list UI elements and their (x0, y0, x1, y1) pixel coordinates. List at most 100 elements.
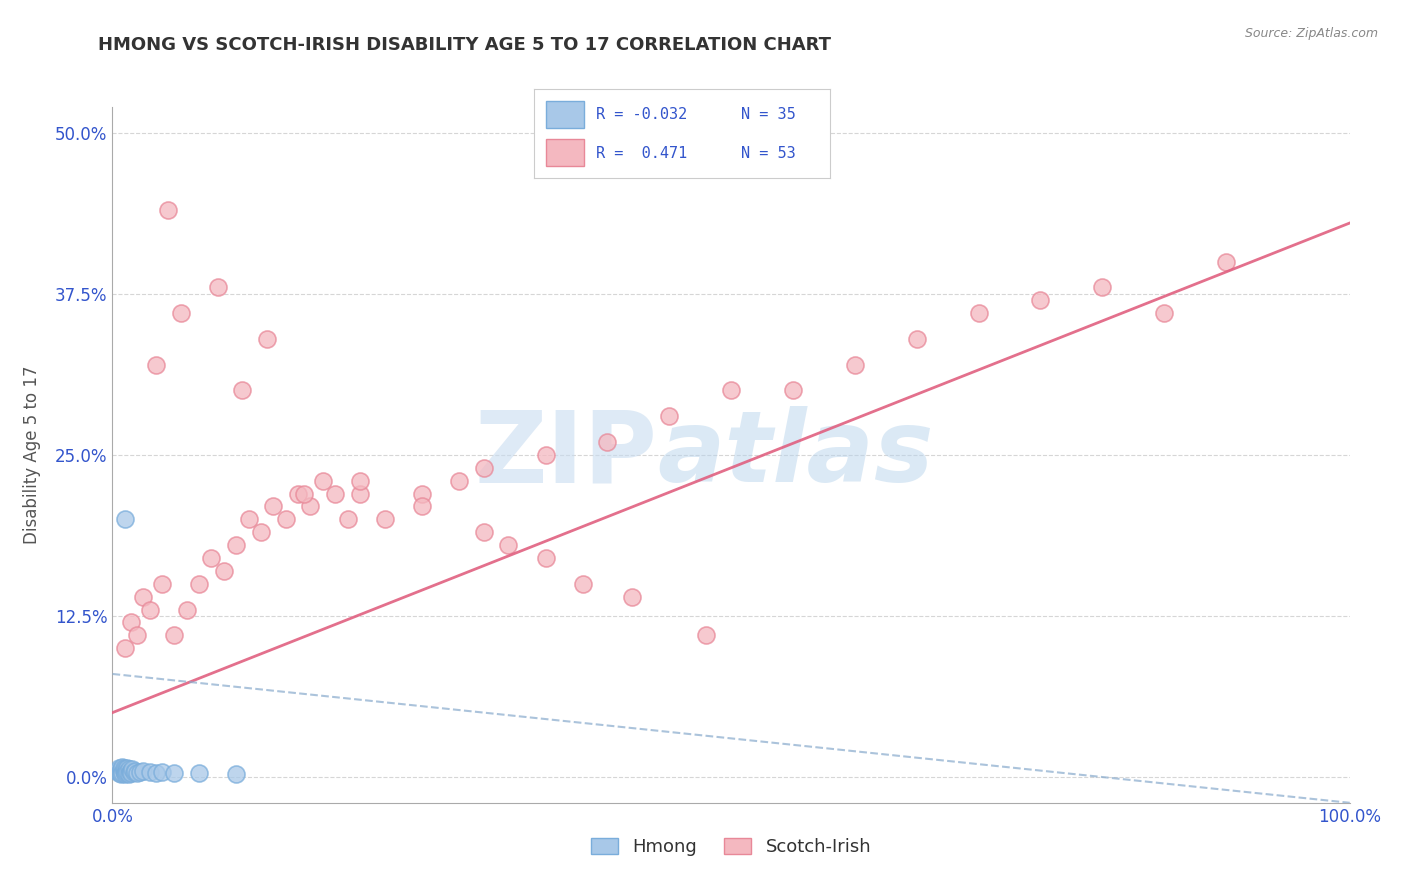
Point (844, 358, 866, 372)
Point (150, 576, 173, 591)
Point (658, 409, 681, 424)
Point (111, 760, 134, 774)
Point (1091, 280, 1114, 294)
Point (138, 764, 160, 779)
Point (115, 766, 138, 780)
Point (117, 761, 139, 775)
Point (163, 628, 186, 642)
Point (108, 764, 131, 779)
Point (374, 512, 396, 526)
Text: atlas: atlas (657, 407, 934, 503)
Point (231, 384, 253, 398)
Text: N = 35: N = 35 (741, 107, 796, 121)
Point (107, 761, 129, 775)
Point (695, 628, 717, 642)
Legend: Hmong, Scotch-Irish: Hmong, Scotch-Irish (583, 830, 879, 863)
Point (411, 486, 433, 500)
Text: N = 53: N = 53 (741, 146, 796, 161)
Point (120, 764, 142, 778)
Point (225, 767, 247, 781)
Text: R = -0.032: R = -0.032 (596, 107, 688, 121)
Point (121, 762, 143, 776)
Point (188, 576, 211, 591)
Point (122, 764, 145, 779)
Point (1029, 293, 1052, 308)
Point (287, 486, 309, 500)
Point (124, 764, 146, 778)
Bar (546, 101, 585, 128)
Point (150, 764, 173, 779)
Point (120, 766, 142, 780)
Point (905, 332, 928, 346)
Point (312, 474, 335, 488)
Point (207, 280, 229, 294)
Text: ZIP: ZIP (474, 407, 657, 503)
Point (157, 203, 180, 218)
Point (112, 761, 135, 775)
Point (117, 764, 139, 779)
Point (110, 762, 132, 776)
Point (117, 767, 139, 781)
Point (534, 551, 557, 566)
Point (571, 576, 593, 591)
Point (115, 764, 138, 778)
Point (114, 641, 136, 656)
Point (225, 538, 247, 552)
Point (107, 766, 129, 780)
Point (472, 460, 495, 475)
Point (176, 602, 198, 616)
Point (411, 500, 433, 514)
Point (127, 766, 149, 780)
Point (132, 764, 155, 778)
Point (323, 486, 346, 500)
Point (163, 766, 186, 780)
Point (127, 628, 149, 642)
Point (534, 448, 557, 462)
Point (145, 766, 167, 780)
Point (118, 764, 141, 779)
Point (107, 764, 129, 778)
Point (447, 474, 470, 488)
Point (256, 332, 278, 346)
Point (114, 512, 136, 526)
Point (782, 384, 804, 398)
Point (145, 358, 167, 372)
Bar (546, 139, 585, 166)
Point (274, 512, 297, 526)
Text: Source: ZipAtlas.com: Source: ZipAtlas.com (1244, 27, 1378, 40)
Point (336, 512, 359, 526)
Text: R =  0.471: R = 0.471 (596, 146, 688, 161)
Point (200, 551, 222, 566)
Y-axis label: Disability Age 5 to 17: Disability Age 5 to 17 (22, 366, 41, 544)
Point (349, 486, 371, 500)
Point (472, 525, 495, 540)
Point (169, 306, 191, 320)
Point (112, 764, 135, 778)
Point (498, 538, 520, 552)
Point (120, 615, 142, 630)
Text: HMONG VS SCOTCH-IRISH DISABILITY AGE 5 TO 17 CORRELATION CHART: HMONG VS SCOTCH-IRISH DISABILITY AGE 5 T… (98, 36, 831, 54)
Point (238, 512, 260, 526)
Point (111, 766, 134, 780)
Point (128, 764, 150, 779)
Point (1153, 306, 1175, 320)
Point (110, 767, 132, 781)
Point (1215, 254, 1237, 268)
Point (621, 590, 644, 604)
Point (262, 500, 284, 514)
Point (596, 435, 619, 450)
Point (114, 767, 136, 781)
Point (212, 564, 235, 578)
Point (114, 762, 136, 776)
Point (132, 590, 155, 604)
Point (138, 602, 160, 616)
Point (188, 766, 211, 780)
Point (349, 474, 371, 488)
Point (250, 525, 273, 540)
Point (720, 384, 742, 398)
Point (292, 486, 315, 500)
Point (967, 306, 990, 320)
Point (117, 762, 139, 776)
Point (114, 764, 136, 779)
Point (299, 500, 322, 514)
